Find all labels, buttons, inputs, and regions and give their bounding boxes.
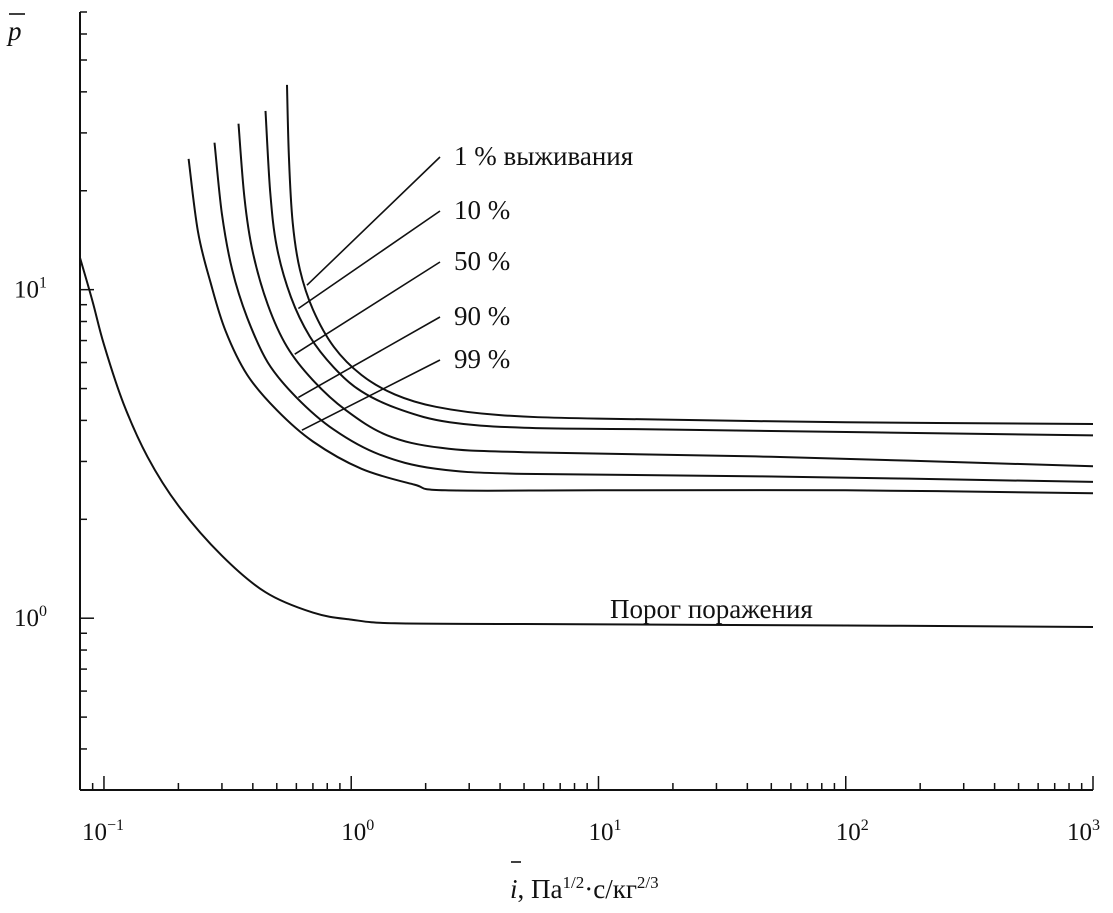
axes-frame [79,12,1093,791]
x-tick-label: 100 [341,817,374,846]
y-axis-label: p [6,16,22,46]
x-axis-label: i, Па1/2·с/кг2/3 [510,873,659,904]
tick-labels: 10−1 100 101 102 103 100 101 [14,275,1100,846]
series-annotation: 50 % [454,246,510,276]
tick-marks [79,11,1094,791]
series-curve [264,110,1094,437]
series-annotation: 99 % [454,344,510,374]
y-tick-label: 101 [14,275,47,304]
annotation-leader [297,210,441,310]
threshold-annotation: Порог поражения [610,594,813,624]
annotation-leader [294,261,441,355]
series-annotation: 90 % [454,301,510,331]
series-curve [213,142,1094,483]
annotation-leaders [294,156,441,431]
series-annotation: 1 % выживания [454,141,633,171]
annotation-leader [297,316,441,399]
series-annotation: 10 % [454,195,510,225]
series-curve [79,257,1094,628]
y-tick-label: 100 [14,603,47,632]
annotation-leader [306,156,441,286]
series-curve [237,123,1094,468]
x-tick-label: 103 [1067,817,1100,846]
x-tick-label: 102 [836,817,869,846]
series-curve [187,158,1094,495]
axis-labels: p i, Па1/2·с/кг2/3 [6,13,659,904]
annotations: 1 % выживания 10 % 50 % 90 % 99 % Порог пораж… [454,141,813,624]
x-tick-label: 10−1 [82,817,124,846]
series-curves [79,84,1094,628]
x-tick-label: 101 [588,817,621,846]
series-curve [286,84,1094,425]
annotation-leader [301,359,441,431]
